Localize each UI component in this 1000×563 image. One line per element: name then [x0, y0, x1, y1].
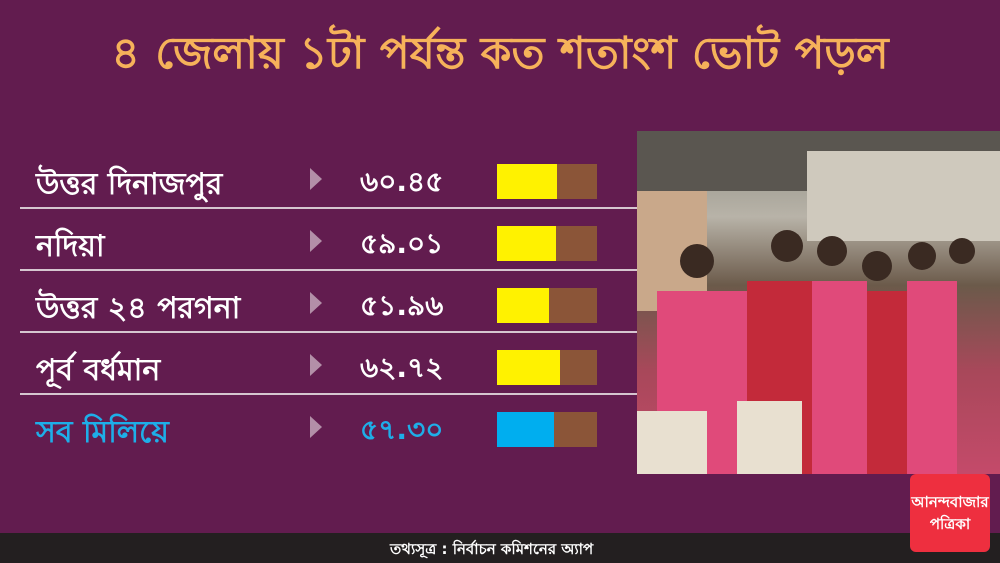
district-row: উত্তর ২৪ পরগনা ৫১.৯৬: [20, 272, 637, 334]
district-row: উত্তর দিনাজপুর ৬০.৪৫: [20, 148, 637, 210]
bar-fill: [497, 164, 558, 199]
row-value: ৫৯.০১: [360, 227, 444, 260]
logo-line-2: পত্রিকা: [929, 515, 971, 533]
row-divider: [20, 269, 637, 271]
row-label: সব মিলিয়ে: [36, 415, 169, 450]
source-note: তথ্যসূত্র : নির্বাচন কমিশনের অ্যাপ: [390, 540, 594, 558]
row-divider: [20, 207, 637, 209]
row-label: উত্তর দিনাজপুর: [36, 167, 223, 202]
bar-track: [497, 412, 597, 447]
bar-track: [497, 288, 597, 323]
row-value: ৫১.৯৬: [360, 289, 444, 322]
total-row: সব মিলিয়ে ৫৭.৩০: [20, 396, 637, 458]
row-divider: [20, 393, 637, 395]
bar-fill: [497, 350, 560, 385]
arrow-right-icon: [310, 416, 322, 438]
row-label: পূর্ব বর্ধমান: [36, 353, 161, 388]
page-title: ৪ জেলায় ১টা পর্যন্ত কত শতাংশ ভোট পড়ল: [111, 28, 889, 79]
bar-fill: [497, 226, 556, 261]
arrow-right-icon: [310, 168, 322, 190]
bar-track: [497, 226, 597, 261]
row-label: নদিয়া: [36, 229, 105, 264]
row-divider: [20, 331, 637, 333]
bar-track: [497, 164, 597, 199]
photo-illustration: [637, 131, 1000, 474]
footer: তথ্যসূত্র : নির্বাচন কমিশনের অ্যাপ: [0, 533, 1000, 563]
arrow-right-icon: [310, 354, 322, 376]
bar-fill: [497, 412, 555, 447]
bar-fill: [497, 288, 549, 323]
row-value: ৫৭.৩০: [360, 413, 444, 446]
row-label: উত্তর ২৪ পরগনা: [36, 291, 241, 326]
anandabazar-logo: আনন্দবাজার পত্রিকা: [910, 474, 990, 552]
bar-track: [497, 350, 597, 385]
arrow-right-icon: [310, 230, 322, 252]
logo-line-1: আনন্দবাজার: [911, 493, 989, 511]
voters-queue-photo: [637, 131, 1000, 474]
district-row: নদিয়া ৫৯.০১: [20, 210, 637, 272]
arrow-right-icon: [310, 292, 322, 314]
row-value: ৬০.৪৫: [360, 165, 444, 198]
row-value: ৬২.৭২: [360, 351, 444, 384]
district-row: পূর্ব বর্ধমান ৬২.৭২: [20, 334, 637, 396]
